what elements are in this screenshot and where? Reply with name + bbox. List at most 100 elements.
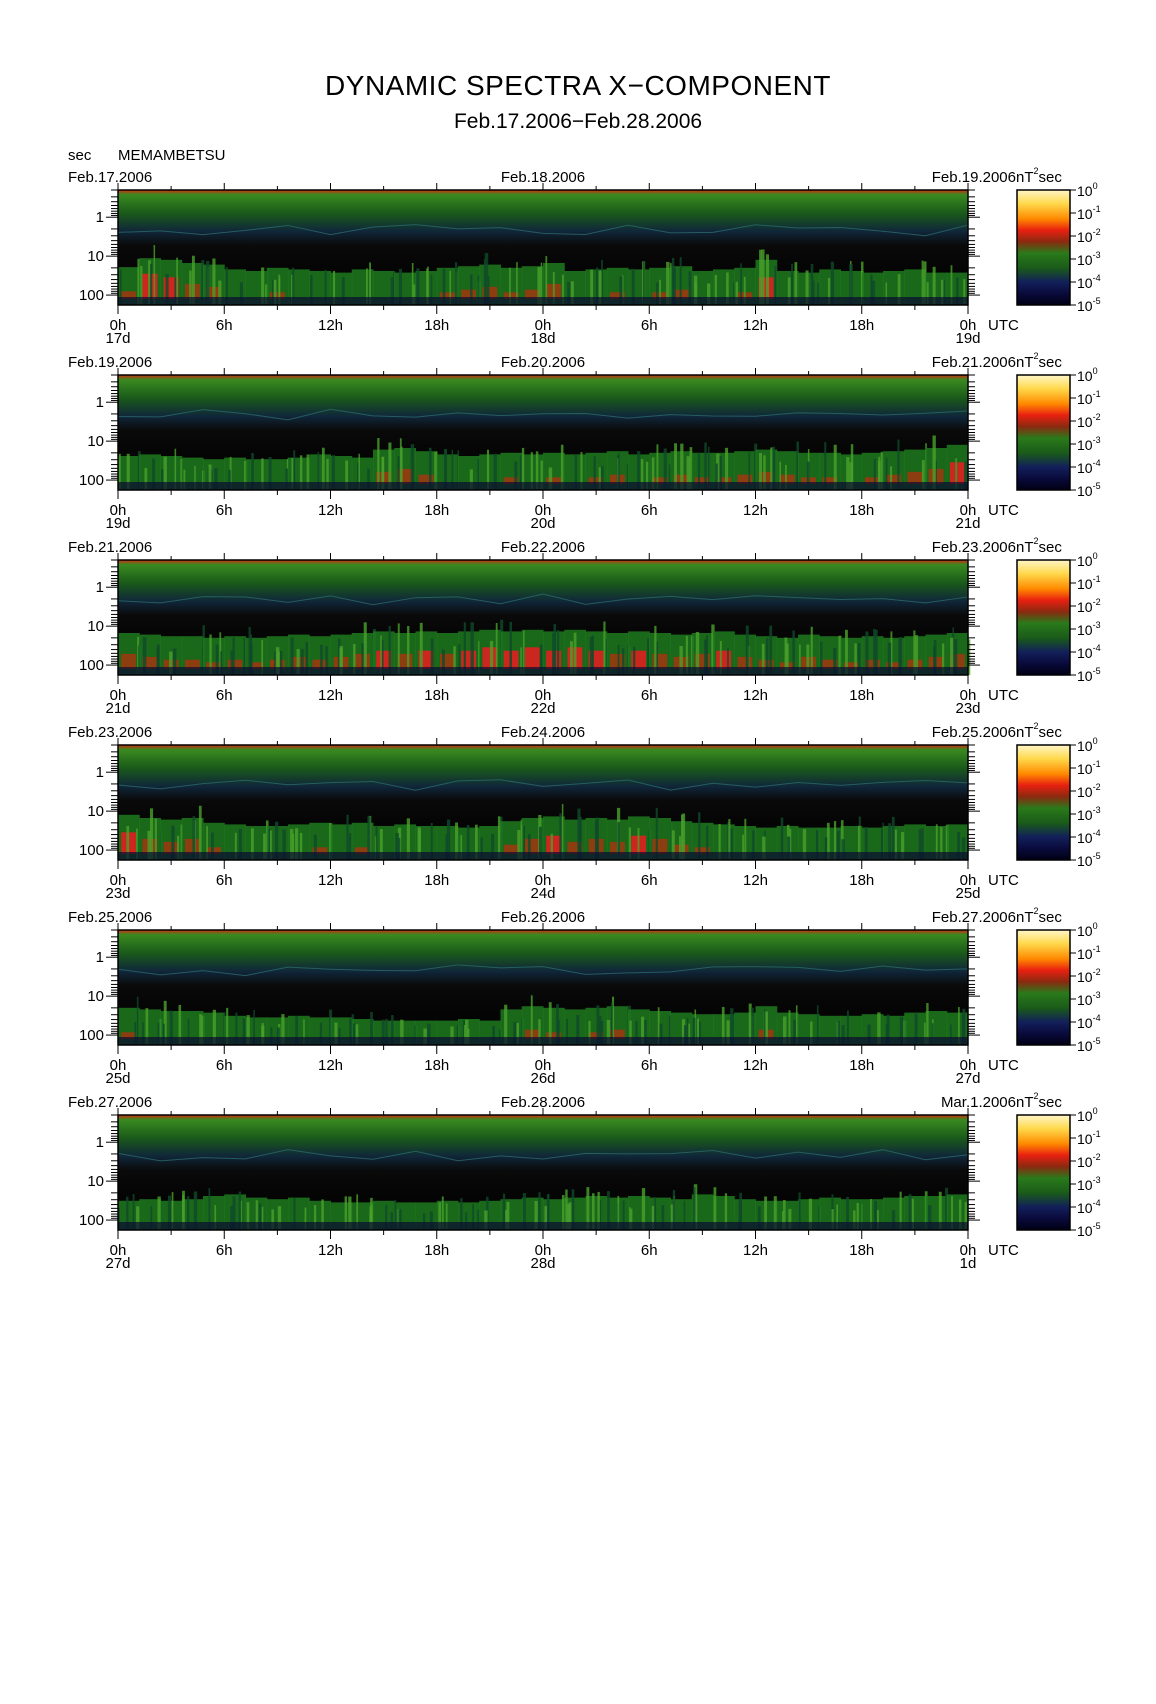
activity-strand [398,268,403,305]
activity-strand [705,635,708,675]
y-tick-label: 1 [96,579,104,596]
activity-strand [740,263,742,305]
activity-strand [890,466,893,490]
activity-strand [679,646,683,675]
low-band [118,482,968,490]
activity-strand [810,263,814,305]
activity-strand [187,1019,190,1045]
activity-peak [121,1032,137,1039]
activity-strand [148,260,151,305]
colorbar-tick-label: 10-3 [1077,1175,1101,1193]
activity-strand [140,265,143,305]
activity-strand [636,451,641,490]
activity-strand [239,282,243,305]
activity-strand [686,1017,689,1045]
activity-strand [478,641,480,675]
activity-strand [361,643,365,675]
activity-strand [891,816,895,860]
activity-strand [559,813,562,860]
day-label: 17d [105,330,130,347]
y-unit-label: sec [68,147,92,164]
day-label: 28d [530,1255,555,1272]
activity-strand [590,269,594,305]
colorbar-tick-label: 10-5 [1077,296,1101,314]
activity-strand [358,453,360,490]
activity-strand [477,458,480,490]
activity-strand [388,442,392,490]
colorbar-tick-label: 10-2 [1077,967,1101,985]
activity-peak [461,289,477,299]
activity-strand [726,272,729,305]
activity-strand [460,835,463,860]
activity-strand [605,639,608,675]
activity-strand [269,830,272,860]
activity-strand [198,805,202,860]
activity-strand [271,1209,274,1230]
activity-strand [182,1194,185,1230]
activity-strand [470,274,473,305]
activity-band [564,1009,586,1045]
x-tick-label: 0h [960,872,977,889]
activity-strand [206,260,210,305]
activity-strand [167,1195,172,1230]
activity-strand [165,274,169,305]
x-tick-label: 0h [110,1057,127,1074]
activity-peak [546,835,562,854]
activity-strand [820,641,823,675]
activity-strand [430,275,433,305]
utc-label: UTC [988,872,1019,889]
activity-strand [666,261,670,305]
activity-strand [136,1206,140,1230]
activity-strand [419,622,423,675]
activity-peak [439,292,455,299]
activity-strand [357,462,360,490]
activity-strand [661,1205,665,1230]
activity-strand [880,829,885,860]
activity-strand [938,1191,942,1230]
date-label-mid: Feb.24.2006 [501,724,585,741]
activity-strand [313,1205,317,1230]
activity-strand [430,638,434,675]
activity-strand [338,1027,341,1045]
activity-strand [289,828,294,860]
x-tick-label: 0h [960,317,977,334]
activity-strand [137,258,140,305]
activity-strand [145,1008,149,1045]
activity-strand [875,629,878,675]
activity-peak [546,477,562,484]
activity-strand [242,1018,246,1045]
activity-strand [455,262,458,305]
activity-strand [857,825,861,860]
activity-strand [523,630,525,675]
activity-strand [502,1193,506,1230]
activity-strand [539,644,543,675]
activity-strand [871,280,876,305]
activity-strand [183,469,186,490]
activity-strand [377,438,380,490]
x-tick-label: 18h [849,872,874,889]
activity-strand [291,457,294,490]
activity-strand [391,1015,394,1045]
activity-strand [206,826,208,860]
activity-strand [395,832,399,860]
activity-strand [178,1004,182,1045]
activity-strand [766,638,769,675]
activity-strand [480,837,483,860]
activity-strand [935,460,937,490]
activity-strand [591,1193,595,1230]
activity-strand [730,1008,734,1045]
activity-strand [553,624,557,675]
activity-strand [548,1002,552,1045]
activity-strand [603,621,606,675]
activity-band [670,1012,693,1045]
activity-strand [243,637,246,675]
colorbar-tick-label: 10-5 [1077,1036,1101,1054]
activity-strand [672,1189,676,1230]
activity-strand [339,645,343,675]
activity-strand [619,276,623,305]
activity-strand [704,639,707,675]
activity-strand [629,1020,632,1045]
activity-peak [822,659,838,669]
date-label-right: Feb.25.2006 [932,724,1016,741]
activity-strand [900,832,905,860]
